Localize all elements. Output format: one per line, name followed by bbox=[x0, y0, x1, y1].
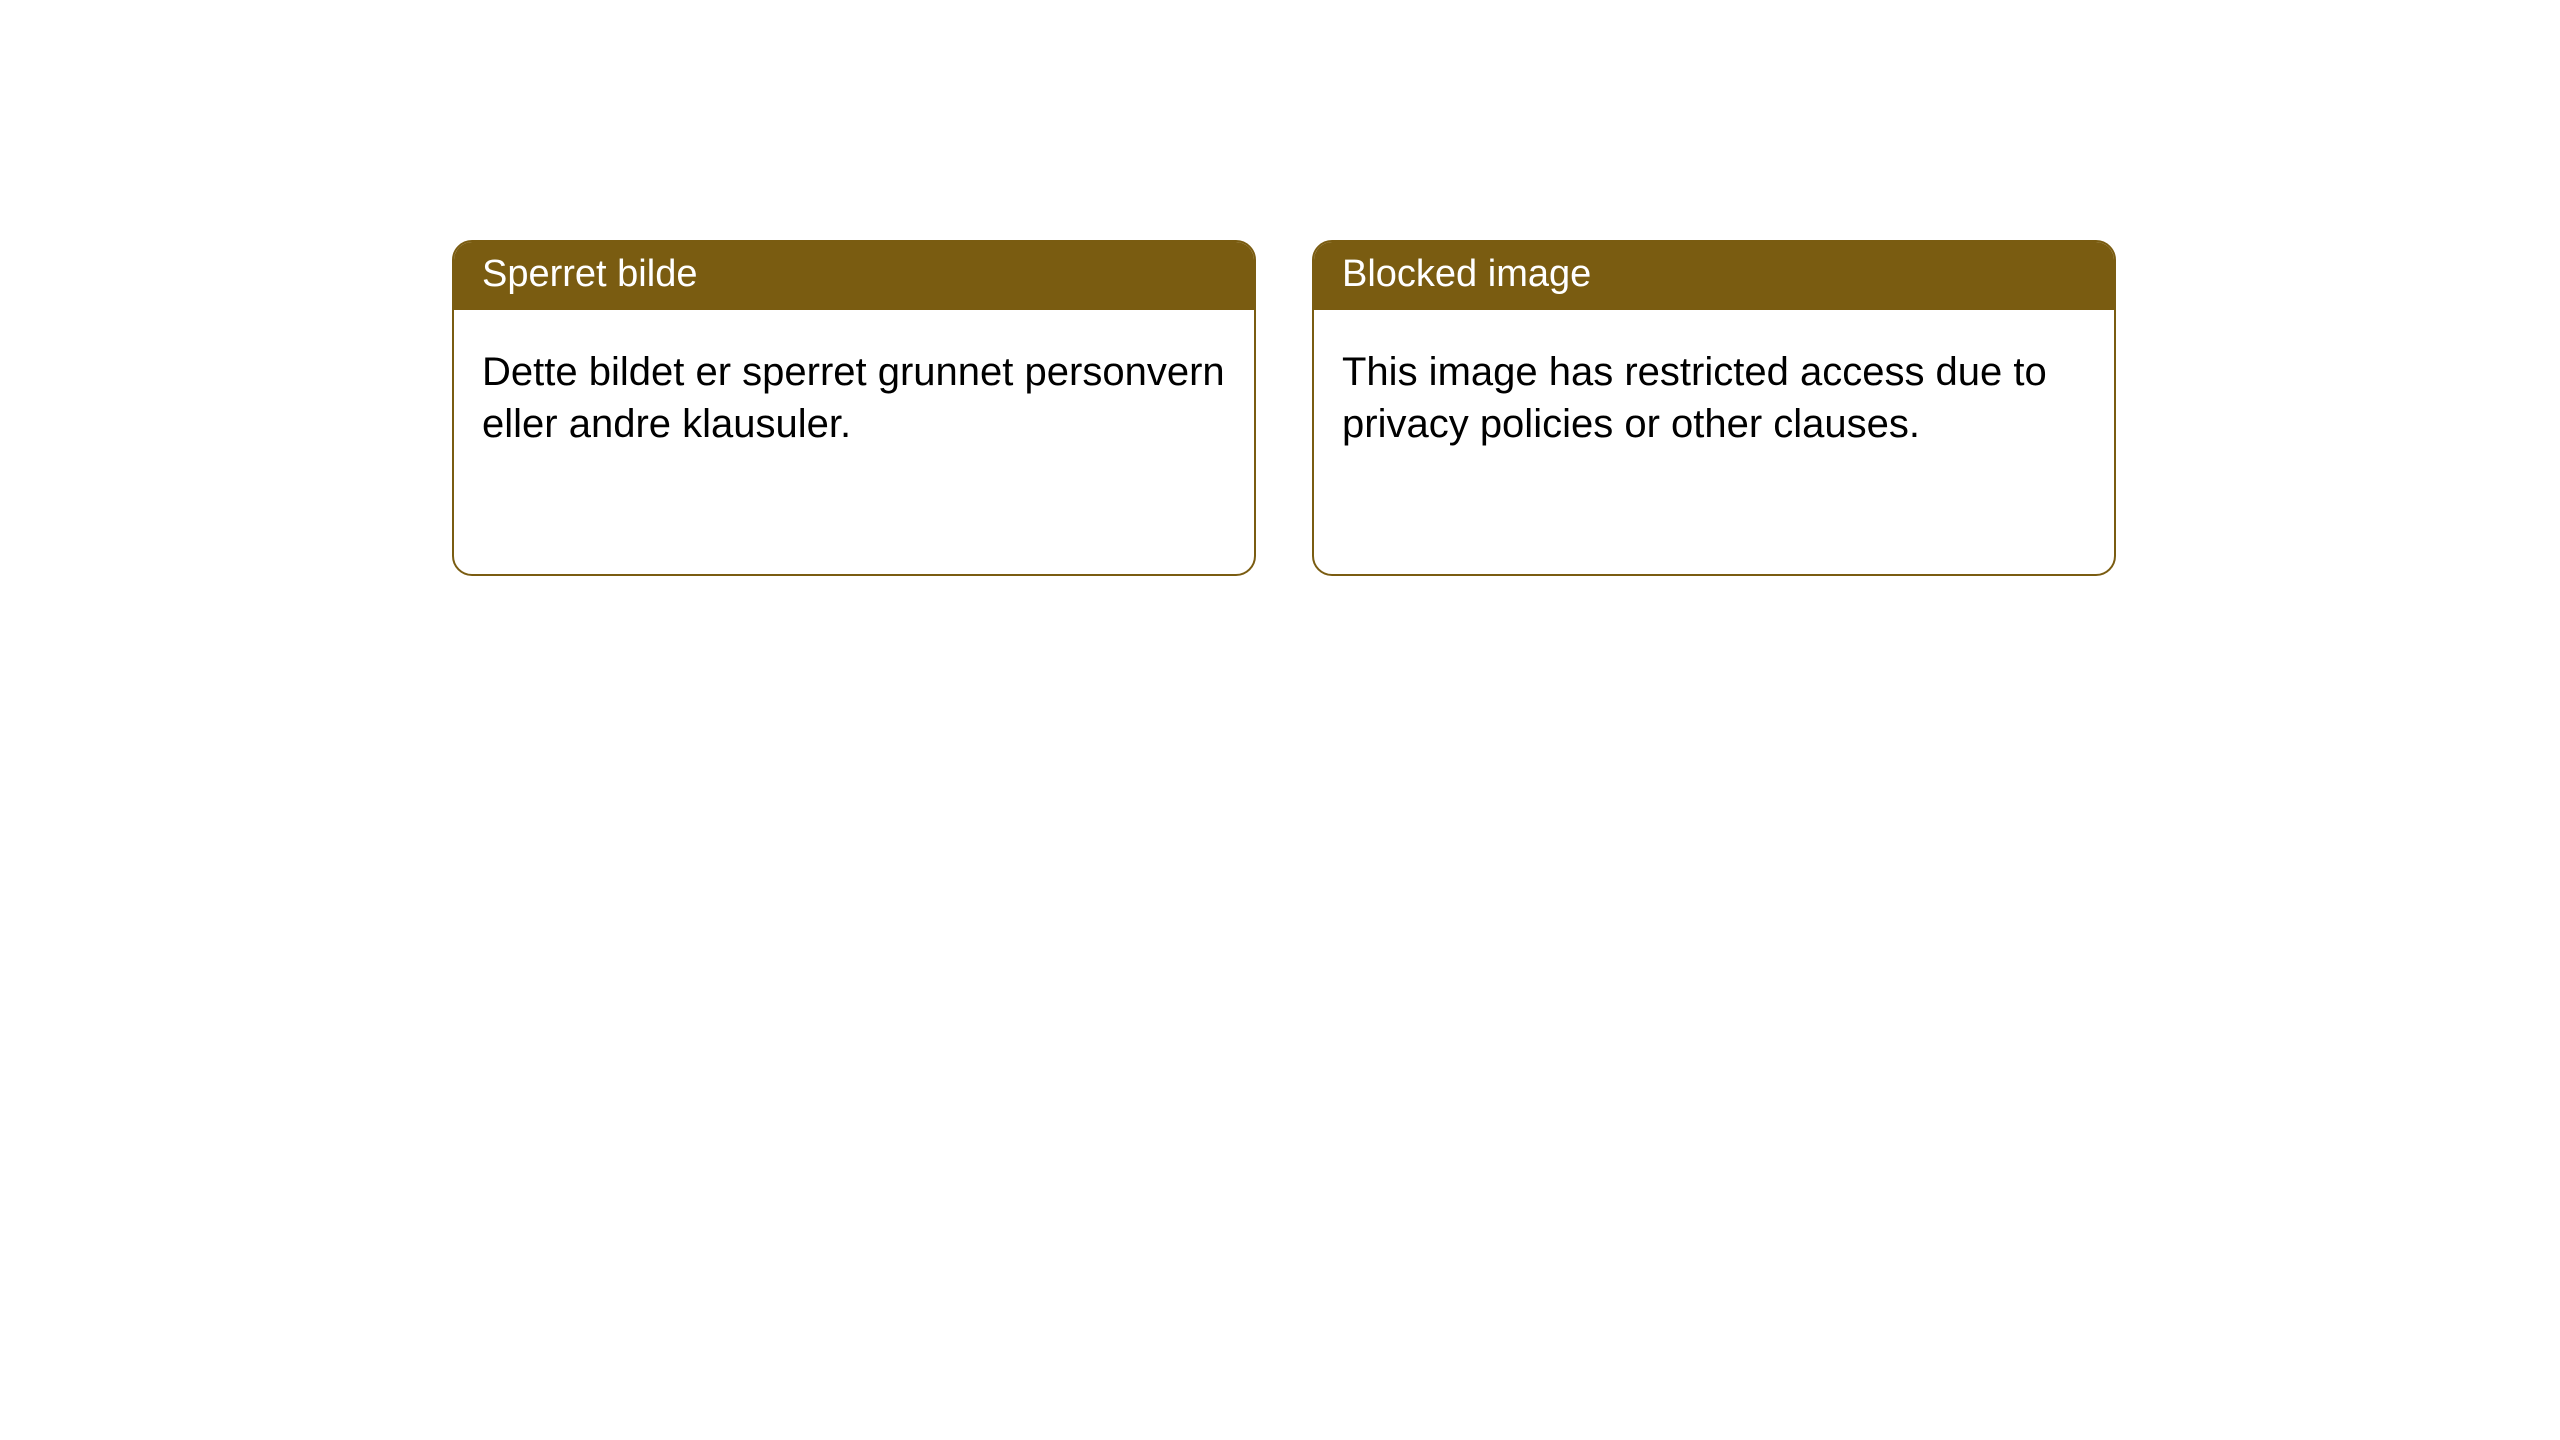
notice-card-header: Sperret bilde bbox=[454, 242, 1254, 310]
notice-card-body: This image has restricted access due to … bbox=[1314, 310, 2114, 486]
notice-card-norwegian: Sperret bilde Dette bildet er sperret gr… bbox=[452, 240, 1256, 576]
notice-container: Sperret bilde Dette bildet er sperret gr… bbox=[0, 0, 2560, 576]
notice-card-body: Dette bildet er sperret grunnet personve… bbox=[454, 310, 1254, 486]
notice-card-header: Blocked image bbox=[1314, 242, 2114, 310]
notice-card-english: Blocked image This image has restricted … bbox=[1312, 240, 2116, 576]
